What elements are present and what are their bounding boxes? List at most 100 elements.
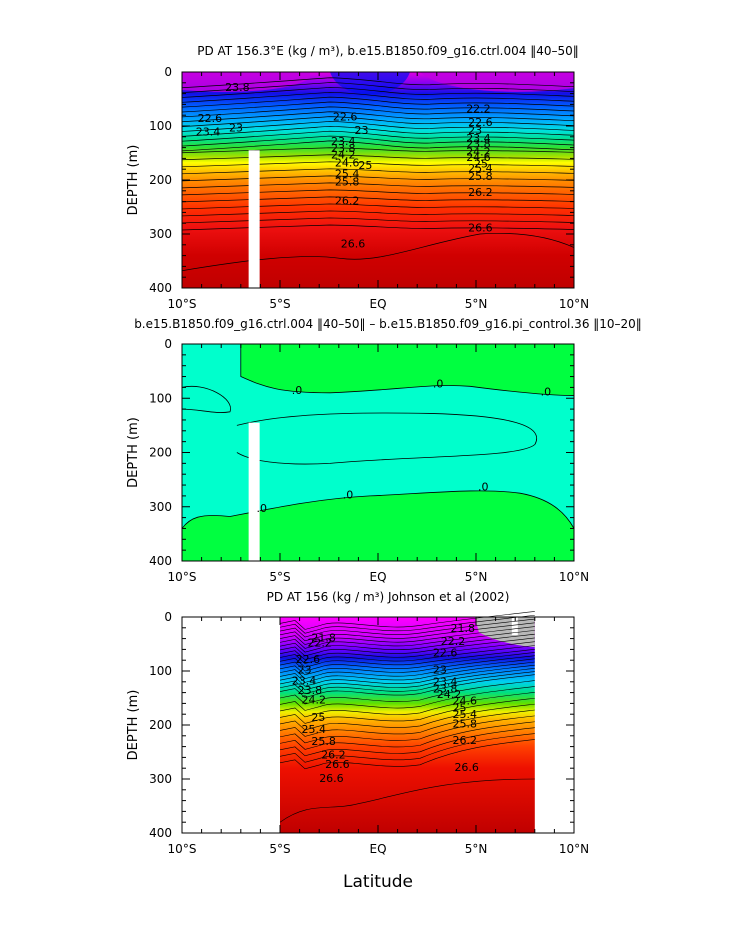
contour-label: .0: [541, 386, 552, 399]
contour-line: [279, 633, 535, 653]
panel-1-title: PD AT 156.3°E (kg / m³), b.e15.B1850.f09…: [197, 44, 579, 58]
contour-line: [279, 709, 535, 737]
x-tick-label: 10°N: [559, 297, 589, 311]
contour-label: 23.8: [298, 684, 323, 697]
contour-label: 22.6: [333, 111, 358, 124]
contour-label: 21.8: [451, 622, 476, 635]
contour-line: [279, 778, 535, 823]
contour-line: [181, 217, 575, 224]
y-tick-label: 400: [149, 554, 172, 568]
contour-label: 23.8: [331, 142, 356, 155]
contour-line: [181, 196, 575, 203]
x-tick-label: 5°S: [269, 297, 290, 311]
contour-label: 23.4: [433, 676, 458, 689]
x-tick-label: EQ: [369, 842, 386, 856]
contour-line: [279, 648, 535, 668]
contour-label: 24.6: [452, 694, 477, 707]
contour-label: 25.8: [452, 718, 477, 731]
text-layer: PD AT 156.3°E (kg / m³), b.e15.B1850.f09…: [126, 44, 642, 892]
y-tick-label: 100: [149, 391, 172, 405]
contour-label: 26.6: [468, 221, 493, 234]
y-tick-label: 0: [164, 337, 172, 351]
y-tick-label: 400: [149, 281, 172, 295]
contour-line: [279, 618, 535, 638]
panel-1-ylabel: DEPTH (m): [126, 145, 141, 216]
contour-label: 24.2: [302, 693, 327, 706]
contour-label: 23.8: [433, 683, 458, 696]
panel-2-ylabel: DEPTH (m): [126, 417, 141, 488]
contour-label: 24.6: [335, 157, 360, 170]
panel-1-contours: [181, 77, 575, 272]
contour-label: 25: [452, 702, 466, 715]
green-region-lower: [181, 490, 575, 562]
contour-line: [181, 135, 575, 147]
x-tick-label: 10°S: [168, 570, 197, 584]
contour-label: 22.6: [468, 116, 493, 129]
contour-label: .0: [433, 377, 444, 390]
contour-label: 26.6: [341, 238, 366, 251]
contour-label: 22.2: [466, 103, 491, 116]
contour-label: 26.2: [452, 734, 477, 747]
contour-label: .0: [256, 502, 267, 515]
contour-line: [181, 147, 575, 154]
contour-label: 23.4: [331, 135, 356, 148]
panel-2-axes: [181, 343, 575, 562]
contour-left: [181, 385, 231, 413]
panel-1-fill: [182, 72, 574, 288]
purple-patch-west: [182, 72, 310, 92]
contour-label: 23: [354, 124, 368, 137]
contour-line: [181, 161, 575, 168]
contour-line: [279, 686, 535, 711]
x-tick-label: EQ: [369, 297, 386, 311]
contour-label: 23: [468, 124, 482, 137]
contour-line: [279, 658, 535, 679]
y-tick-label: 0: [164, 65, 172, 79]
contour-label: 25.4: [302, 723, 327, 736]
panel-1-plot: [181, 72, 575, 288]
contour-label: 24.2: [466, 146, 491, 159]
contour-line: [181, 140, 575, 152]
green-region-upper: [240, 343, 575, 396]
contour-label: 25: [311, 711, 325, 724]
land-mask: [248, 422, 260, 561]
contour-line: [181, 182, 575, 189]
contour-line: [181, 130, 575, 142]
contour-line: [181, 210, 575, 217]
contour-line: [181, 82, 575, 93]
contour-label: 22.2: [307, 637, 332, 650]
contour-label: 26.6: [319, 772, 344, 785]
contour-label: .0: [343, 489, 354, 502]
panel-2-plot: [181, 343, 575, 562]
contour-label: 22.6: [296, 653, 321, 666]
contour-label: 26.2: [321, 748, 346, 761]
contour-line: [279, 668, 535, 691]
contour-line: [279, 622, 535, 642]
contour-label: 25: [358, 159, 372, 172]
contour-line: [181, 203, 575, 210]
contour-line: [181, 116, 575, 127]
land-mask: [248, 150, 260, 288]
x-tick-label: 10°N: [559, 570, 589, 584]
contour-line: [279, 645, 535, 664]
contour-line: [181, 121, 575, 132]
contour-label: 23.4: [466, 132, 491, 145]
panel-3-axes: [181, 616, 575, 834]
y-tick-label: 100: [149, 119, 172, 133]
contour-line: [279, 661, 535, 683]
contour-tongue: [236, 412, 537, 465]
gap-mask: [511, 617, 518, 635]
contour-label: .0: [292, 384, 303, 397]
contour-label: 25: [474, 158, 488, 171]
y-tick-label: 300: [149, 227, 172, 241]
contour-line: [181, 175, 575, 182]
x-tick-label: 10°S: [168, 297, 197, 311]
contour-line: [279, 630, 535, 649]
contour-line: [279, 637, 535, 657]
panel-3-title: PD AT 156 (kg / m³) Johnson et al (2002): [267, 590, 510, 604]
contour-line: [279, 671, 535, 695]
contour-line: [279, 674, 535, 698]
contour-label: 22.2: [441, 635, 466, 648]
contour-line: [181, 154, 575, 161]
contour-label: 23: [433, 664, 447, 677]
contour-line: [181, 111, 575, 123]
